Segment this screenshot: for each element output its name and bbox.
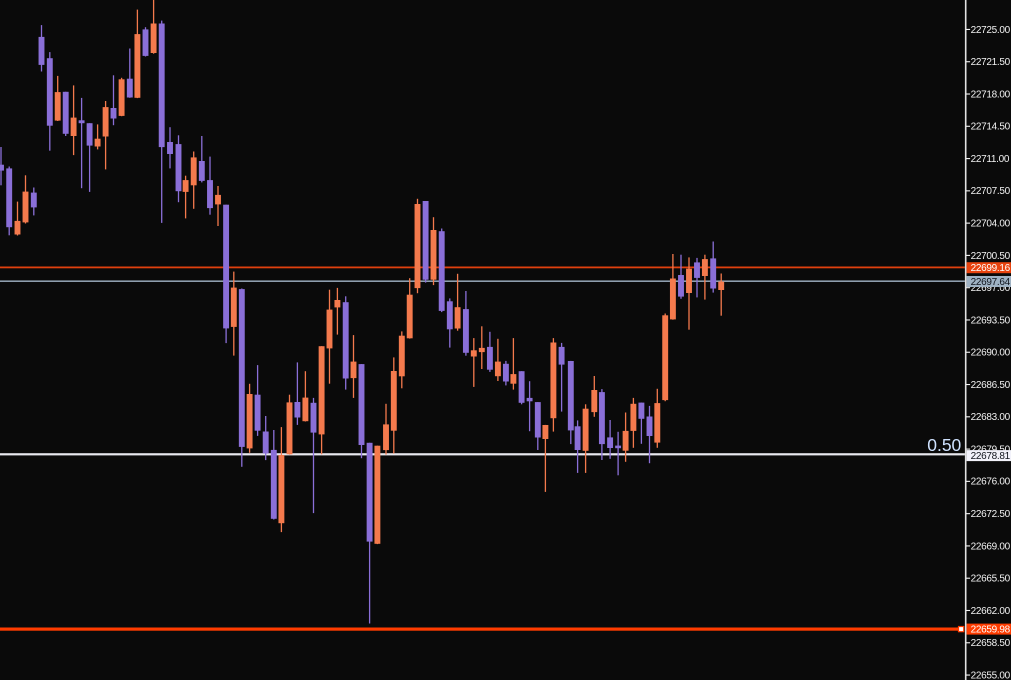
svg-text:22704.00: 22704.00 bbox=[971, 218, 1011, 229]
svg-text:22662.00: 22662.00 bbox=[971, 606, 1011, 617]
svg-text:22665.50: 22665.50 bbox=[971, 574, 1011, 585]
svg-text:22697.00: 22697.00 bbox=[971, 283, 1011, 294]
svg-text:22707.50: 22707.50 bbox=[971, 186, 1011, 197]
svg-text:22676.00: 22676.00 bbox=[971, 477, 1011, 488]
svg-text:22669.00: 22669.00 bbox=[971, 541, 1011, 552]
svg-text:22700.50: 22700.50 bbox=[971, 251, 1011, 262]
svg-text:22721.50: 22721.50 bbox=[971, 57, 1011, 68]
svg-text:22678.81: 22678.81 bbox=[971, 451, 1011, 462]
svg-text:22683.00: 22683.00 bbox=[971, 412, 1011, 423]
svg-text:22711.00: 22711.00 bbox=[971, 154, 1010, 165]
svg-text:0.50: 0.50 bbox=[927, 435, 961, 455]
svg-text:22679.50: 22679.50 bbox=[971, 444, 1011, 455]
svg-text:22699.16: 22699.16 bbox=[971, 263, 1011, 274]
svg-text:22686.50: 22686.50 bbox=[971, 380, 1011, 391]
svg-text:22714.50: 22714.50 bbox=[971, 122, 1011, 133]
svg-text:22693.50: 22693.50 bbox=[971, 315, 1011, 326]
svg-text:22690.00: 22690.00 bbox=[971, 348, 1011, 359]
svg-text:22658.50: 22658.50 bbox=[971, 638, 1011, 649]
svg-text:22697.64: 22697.64 bbox=[971, 277, 1011, 288]
svg-text:22672.50: 22672.50 bbox=[971, 509, 1011, 520]
svg-text:22725.00: 22725.00 bbox=[971, 25, 1011, 36]
svg-text:22718.00: 22718.00 bbox=[971, 89, 1011, 100]
svg-text:22659.98: 22659.98 bbox=[971, 625, 1011, 636]
svg-text:22655.00: 22655.00 bbox=[971, 670, 1011, 680]
